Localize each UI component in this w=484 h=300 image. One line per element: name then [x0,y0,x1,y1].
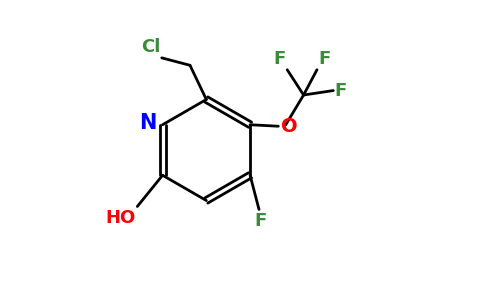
Text: HO: HO [106,209,136,227]
Text: F: F [335,82,347,100]
Text: N: N [138,113,156,133]
Text: Cl: Cl [141,38,160,56]
Text: F: F [273,50,286,68]
Text: O: O [281,117,297,136]
Text: F: F [255,212,267,230]
Text: F: F [318,50,331,68]
